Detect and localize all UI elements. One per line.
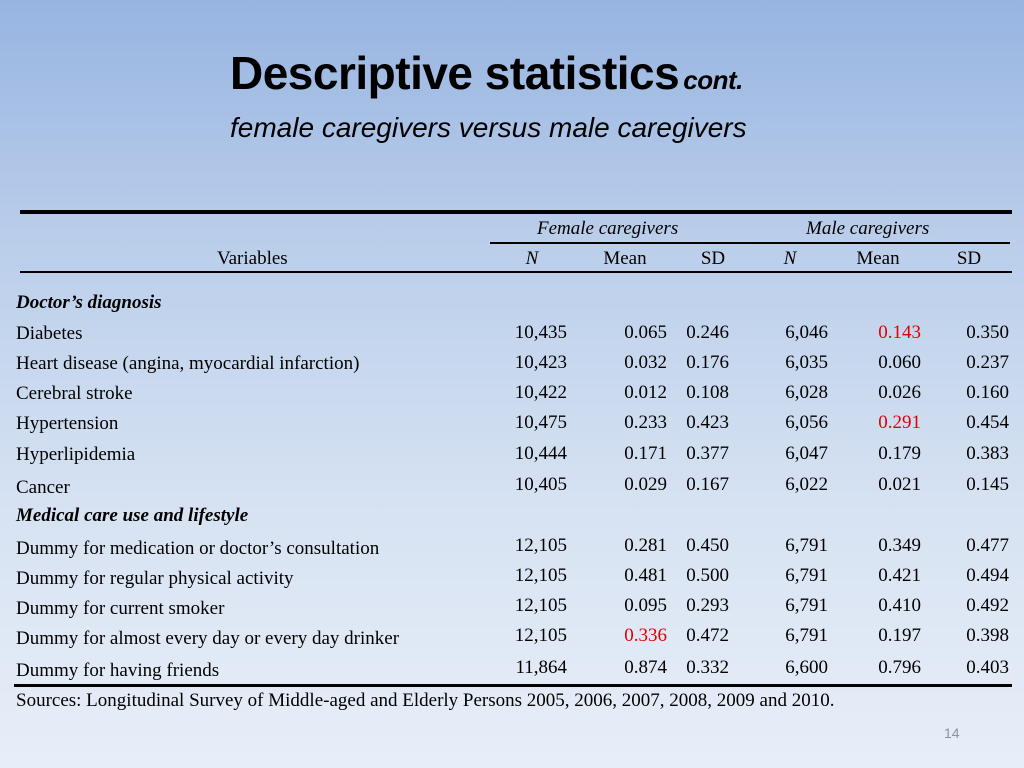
table-cell: 6,791 <box>785 535 828 556</box>
table-cell: 10,475 <box>514 412 567 433</box>
table-cell: 0.494 <box>966 565 1009 586</box>
column-header-5: SD <box>956 248 982 269</box>
table-cell: 10,435 <box>514 322 567 343</box>
row-label: Dummy for having friends <box>16 660 220 681</box>
table-cell: 0.246 <box>686 322 729 343</box>
table-cell: 0.160 <box>966 382 1009 403</box>
table-cell: 6,791 <box>785 625 828 646</box>
row-label: Heart disease (angina, myocardial infarc… <box>16 353 360 374</box>
column-header-3: N <box>783 248 797 269</box>
table-cell: 6,600 <box>785 657 828 678</box>
table-cell: 0.410 <box>878 595 921 616</box>
table-cell: 12,105 <box>514 625 567 646</box>
row-label: Dummy for almost every day or every day … <box>16 628 400 649</box>
group-header-rule <box>490 242 1010 244</box>
table-cell: 6,047 <box>785 443 828 464</box>
group-header-female: Female caregivers <box>537 218 679 239</box>
table-cell: 0.500 <box>686 565 729 586</box>
title-main: Descriptive statistics <box>230 47 680 99</box>
table-cell: 0.060 <box>878 352 921 373</box>
section-title: Doctor’s diagnosis <box>16 292 162 313</box>
table-cell: 0.874 <box>624 657 667 678</box>
table-cell: 0.012 <box>624 382 667 403</box>
table-cell: 11,864 <box>515 657 567 678</box>
section-title: Medical care use and lifestyle <box>16 505 249 526</box>
table-cell: 0.403 <box>966 657 1009 678</box>
page-number: 14 <box>944 725 960 741</box>
table-cell: 0.176 <box>686 352 729 373</box>
column-header-1: Mean <box>603 248 647 269</box>
table-cell: 10,405 <box>514 474 567 495</box>
column-header-0: N <box>525 248 539 269</box>
header-bottom-rule <box>20 271 1012 273</box>
table-cell: 0.336 <box>624 625 667 646</box>
table-cell: 0.021 <box>878 474 921 495</box>
variables-header: Variables <box>217 248 288 269</box>
table-cell: 0.065 <box>624 322 667 343</box>
table-cell: 6,046 <box>785 322 828 343</box>
table-cell: 0.472 <box>686 625 729 646</box>
table-cell: 0.454 <box>966 412 1009 433</box>
title-suffix: cont. <box>683 65 743 95</box>
slide-subtitle: female caregivers versus male caregivers <box>230 112 747 143</box>
table-cell: 0.095 <box>624 595 667 616</box>
table-cell: 6,791 <box>785 595 828 616</box>
table-cell: 0.291 <box>878 412 921 433</box>
table-cell: 0.377 <box>686 443 729 464</box>
row-label: Hypertension <box>16 413 119 434</box>
table-cell: 0.398 <box>966 625 1009 646</box>
table-cell: 0.167 <box>686 474 729 495</box>
table-cell: 0.383 <box>966 443 1009 464</box>
table-cell: 0.423 <box>686 412 729 433</box>
slide-title: Descriptive statistics cont. <box>230 46 743 100</box>
row-label: Cancer <box>16 477 70 498</box>
row-label: Dummy for regular physical activity <box>16 568 294 589</box>
table-bottom-rule <box>14 684 1012 687</box>
table-cell: 0.029 <box>624 474 667 495</box>
table-cell: 10,422 <box>514 382 567 403</box>
table-cell: 0.026 <box>878 382 921 403</box>
row-label: Diabetes <box>16 323 83 344</box>
table-cell: 0.450 <box>686 535 729 556</box>
table-cell: 12,105 <box>514 595 567 616</box>
table-cell: 0.233 <box>624 412 667 433</box>
table-cell: 0.281 <box>624 535 667 556</box>
row-label: Cerebral stroke <box>16 383 133 404</box>
table-cell: 12,105 <box>514 535 567 556</box>
table-cell: 0.179 <box>878 443 921 464</box>
table-cell: 6,056 <box>785 412 828 433</box>
table-cell: 0.481 <box>624 565 667 586</box>
sources-note: Sources: Longitudinal Survey of Middle-a… <box>16 690 835 711</box>
group-header-male: Male caregivers <box>806 218 930 239</box>
table-cell: 6,028 <box>785 382 828 403</box>
table-cell: 0.421 <box>878 565 921 586</box>
table-cell: 10,423 <box>514 352 567 373</box>
table-cell: 0.143 <box>878 322 921 343</box>
table-cell: 0.197 <box>878 625 921 646</box>
table-top-rule <box>20 210 1012 214</box>
table-cell: 0.145 <box>966 474 1009 495</box>
table-cell: 0.108 <box>686 382 729 403</box>
table-cell: 10,444 <box>514 443 567 464</box>
column-header-4: Mean <box>856 248 900 269</box>
row-label: Dummy for current smoker <box>16 598 225 619</box>
table-cell: 0.492 <box>966 595 1009 616</box>
row-label: Dummy for medication or doctor’s consult… <box>16 538 380 559</box>
table-cell: 6,791 <box>785 565 828 586</box>
table-cell: 0.796 <box>878 657 921 678</box>
table-cell: 0.032 <box>624 352 667 373</box>
table-cell: 0.477 <box>966 535 1009 556</box>
table-cell: 0.171 <box>624 443 667 464</box>
row-label: Hyperlipidemia <box>16 444 136 465</box>
table-cell: 6,035 <box>785 352 828 373</box>
table-cell: 6,022 <box>785 474 828 495</box>
table-cell: 12,105 <box>514 565 567 586</box>
table-cell: 0.349 <box>878 535 921 556</box>
table-cell: 0.332 <box>686 657 729 678</box>
table-cell: 0.237 <box>966 352 1009 373</box>
table-cell: 0.350 <box>966 322 1009 343</box>
column-header-2: SD <box>700 248 726 269</box>
table-cell: 0.293 <box>686 595 729 616</box>
